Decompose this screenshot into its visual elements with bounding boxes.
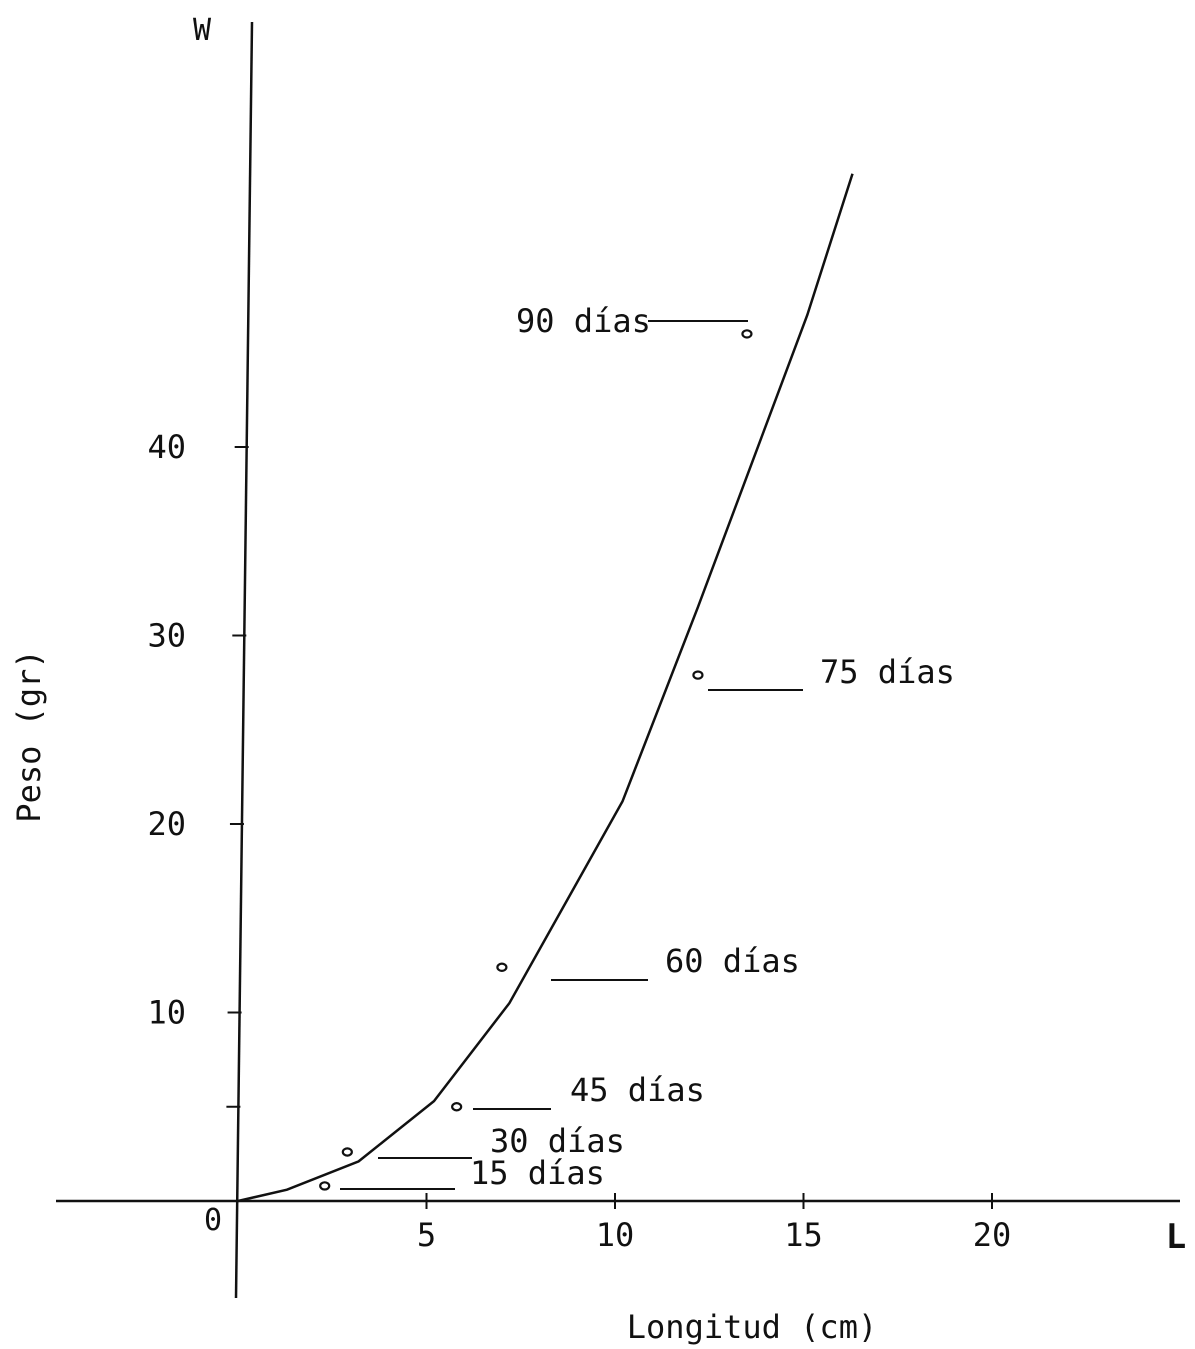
curve-layer bbox=[237, 173, 854, 1203]
x-tick-label: 20 bbox=[973, 1216, 1012, 1254]
x-axis-title: Longitud (cm) bbox=[627, 1308, 877, 1346]
y-axis-letter: W bbox=[193, 13, 212, 48]
data-label: 15 días bbox=[470, 1154, 605, 1192]
data-label: 90 días bbox=[516, 302, 651, 340]
data-point bbox=[496, 962, 508, 972]
data-point bbox=[692, 670, 704, 680]
data-point bbox=[451, 1102, 463, 1112]
fitted-curve bbox=[237, 173, 854, 1203]
y-tick-label: 10 bbox=[147, 994, 186, 1032]
origin-label: 0 bbox=[204, 1203, 222, 1238]
y-tick-label: 30 bbox=[147, 617, 186, 655]
data-point bbox=[341, 1147, 353, 1157]
ticks: 5 10 15 20 10 20 30 40 bbox=[147, 428, 1011, 1254]
data-label: 45 días bbox=[570, 1071, 705, 1109]
x-tick-label: 15 bbox=[784, 1216, 823, 1254]
y-tick-label: 40 bbox=[147, 428, 186, 466]
x-tick-label: 10 bbox=[596, 1216, 635, 1254]
x-tick-label: 5 bbox=[417, 1216, 436, 1254]
data-label: 30 días bbox=[490, 1122, 625, 1160]
y-axis-line bbox=[234, 21, 254, 1299]
data-point bbox=[319, 1181, 331, 1191]
data-label: 75 días bbox=[820, 653, 955, 691]
x-axis-letter: L bbox=[1166, 1217, 1186, 1257]
data-point bbox=[741, 329, 753, 339]
data-label: 60 días bbox=[665, 942, 800, 980]
y-tick-label: 20 bbox=[147, 805, 186, 843]
y-axis-title: Peso (gr) bbox=[10, 649, 48, 822]
